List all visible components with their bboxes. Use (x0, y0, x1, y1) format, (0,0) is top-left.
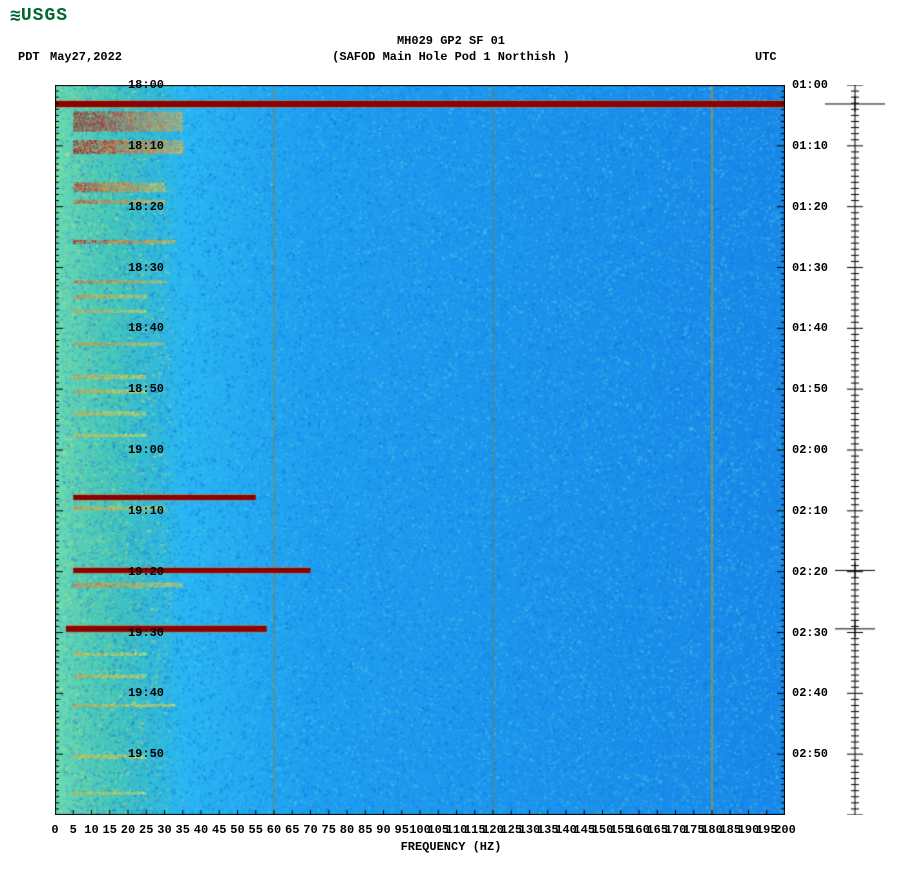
x-tick-label: 35 (176, 823, 190, 837)
spectrogram-canvas (55, 85, 785, 815)
y-left-tick-label: 19:10 (128, 504, 164, 518)
x-tick-label: 20 (121, 823, 135, 837)
y-left-tick-label: 18:50 (128, 382, 164, 396)
x-tick-label: 80 (340, 823, 354, 837)
x-tick-label: 90 (376, 823, 390, 837)
timezone-right-label: UTC (755, 50, 777, 64)
x-tick-label: 40 (194, 823, 208, 837)
x-tick-label: 25 (139, 823, 153, 837)
x-tick-label: 55 (249, 823, 263, 837)
y-left-tick-label: 18:10 (128, 139, 164, 153)
logo-text: USGS (21, 6, 68, 26)
x-tick-label: 95 (395, 823, 409, 837)
x-tick-label: 50 (230, 823, 244, 837)
x-axis-label: FREQUENCY (HZ) (0, 840, 902, 854)
plot-title: MH029 GP2 SF 01 (0, 34, 902, 48)
usgs-logo: ≋ USGS (10, 5, 68, 27)
spectrogram-plot (55, 85, 785, 815)
y-left-tick-label: 19:50 (128, 747, 164, 761)
x-tick-label: 10 (84, 823, 98, 837)
y-left-tick-label: 19:30 (128, 626, 164, 640)
y-left-tick-label: 19:00 (128, 443, 164, 457)
date-label: May27,2022 (50, 50, 122, 64)
y-left-tick-label: 18:40 (128, 321, 164, 335)
x-tick-label: 70 (303, 823, 317, 837)
y-left-tick-label: 19:20 (128, 565, 164, 579)
x-tick-label: 60 (267, 823, 281, 837)
x-tick-label: 5 (70, 823, 77, 837)
x-tick-label: 65 (285, 823, 299, 837)
y-left-tick-label: 18:30 (128, 261, 164, 275)
x-tick-label: 75 (322, 823, 336, 837)
x-tick-label: 85 (358, 823, 372, 837)
x-tick-label: 45 (212, 823, 226, 837)
y-left-tick-label: 18:00 (128, 78, 164, 92)
x-tick-label: 15 (103, 823, 117, 837)
timezone-left-label: PDT (18, 50, 40, 64)
logo-wave-icon: ≋ (10, 5, 18, 27)
y-left-tick-label: 19:40 (128, 686, 164, 700)
x-tick-label: 30 (157, 823, 171, 837)
amplitude-scale (820, 85, 890, 815)
amplitude-scale-canvas (820, 85, 890, 815)
x-tick-label: 200 (774, 823, 796, 837)
y-left-tick-label: 18:20 (128, 200, 164, 214)
x-tick-label: 0 (51, 823, 58, 837)
